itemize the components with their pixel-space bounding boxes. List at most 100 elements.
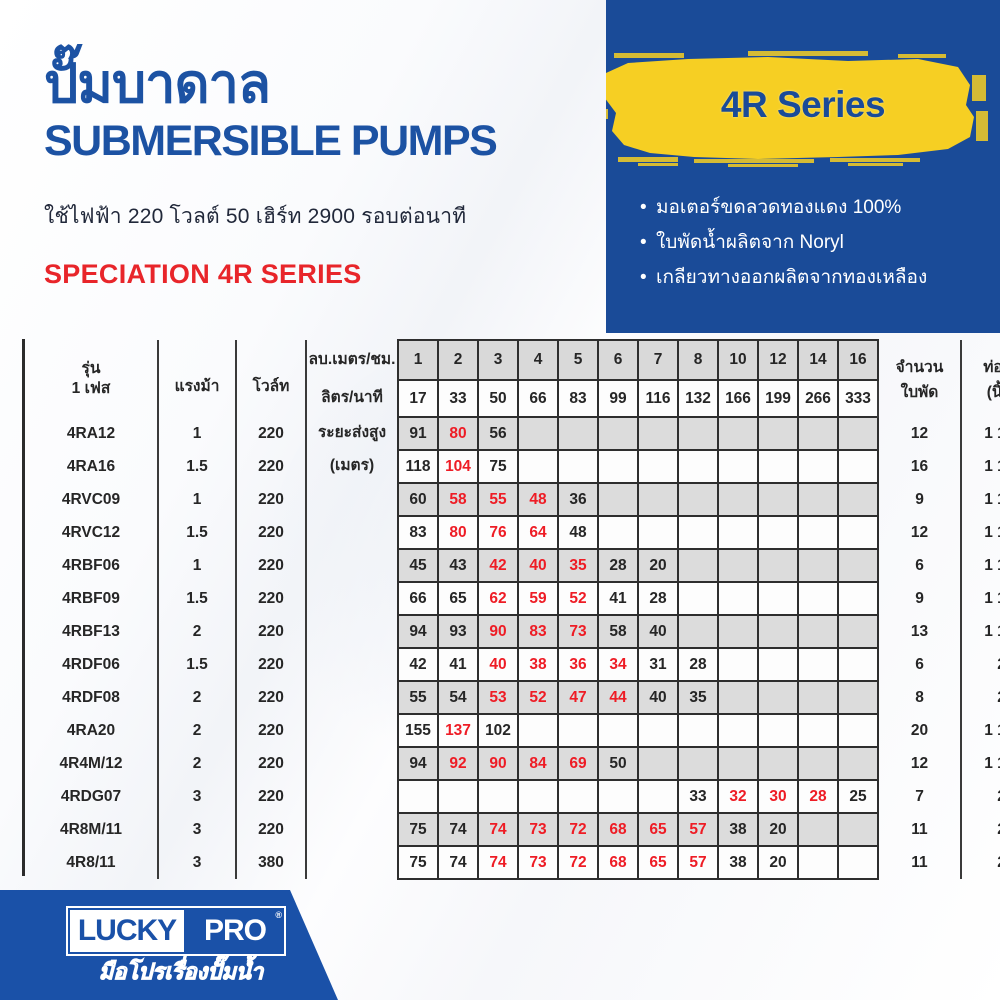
flow-lpm-header: 166 (717, 379, 759, 418)
cell-head-value: 36 (557, 647, 599, 682)
cell-volt: 220 (236, 516, 307, 549)
cell-impellers: 12 (877, 747, 961, 780)
flow-lpm-header: 66 (517, 379, 559, 418)
row-label-cubic-meters-per-hour: ลบ.เมตร/ชม. (308, 350, 396, 368)
cell-head-value: 48 (557, 515, 599, 550)
flow-cbm-header: 12 (757, 339, 799, 381)
cell-head-value (677, 581, 719, 616)
cell-head-value (517, 713, 559, 748)
cell-head-value: 72 (557, 812, 599, 847)
cell-model: 4RA12 (25, 417, 159, 450)
flow-lpm-header: 33 (437, 379, 479, 418)
registered-trademark-icon: ® (275, 910, 282, 920)
cell-outlet: 2 (960, 648, 1000, 681)
cell-head-value (837, 812, 879, 847)
brand-tagline: มือโปรเรื่องปั๊มน้ำ (98, 959, 264, 985)
cell-head-value (717, 647, 759, 682)
cell-head-value: 35 (677, 680, 719, 715)
bullet-dot-icon: • (640, 197, 647, 218)
cell-volt: 220 (236, 450, 307, 483)
cell-impellers: 20 (877, 714, 961, 747)
cell-head-value (597, 515, 639, 550)
flow-lpm-header: 83 (557, 379, 599, 418)
cell-head-value (797, 812, 839, 847)
logo-lucky-text: LUCKY (68, 908, 186, 954)
cell-head-value (797, 614, 839, 649)
cell-head-value (837, 515, 879, 550)
cell-head-value: 43 (437, 548, 479, 583)
flow-lpm-header: 333 (837, 379, 879, 418)
cell-head-value (757, 548, 799, 583)
cell-head-value (837, 713, 879, 748)
cell-head-value: 53 (477, 680, 519, 715)
cell-head-value: 31 (637, 647, 679, 682)
cell-head-value: 76 (477, 515, 519, 550)
cell-head-value: 93 (437, 614, 479, 649)
cell-head-value: 38 (717, 845, 759, 880)
cell-head-value: 62 (477, 581, 519, 616)
cell-head-value (797, 581, 839, 616)
cell-outlet: 2 (960, 846, 1000, 879)
cell-head-value: 80 (437, 416, 479, 451)
cell-head-value (797, 515, 839, 550)
cell-head-value (637, 449, 679, 484)
cell-head-value (837, 449, 879, 484)
cell-head-value: 48 (517, 482, 559, 517)
bullet-dot-icon: • (640, 232, 647, 253)
flow-cbm-header: 5 (557, 339, 599, 381)
cell-head-value (677, 416, 719, 451)
cell-head-value (717, 713, 759, 748)
cell-model: 4RA16 (25, 450, 159, 483)
bullet-text: เกลียวทางออกผลิตจากทองเหลือง (656, 267, 928, 288)
cell-head-value: 55 (397, 680, 439, 715)
cell-head-value (637, 713, 679, 748)
cell-head-value (797, 713, 839, 748)
yellow-brush-stroke (606, 51, 988, 167)
cell-head-value: 55 (477, 482, 519, 517)
cell-head-value: 73 (517, 812, 559, 847)
cell-impellers: 12 (877, 516, 961, 549)
cell-head-value (597, 713, 639, 748)
page-title-english: SUBMERSIBLE PUMPS (44, 116, 498, 165)
cell-model: 4R8/11 (25, 846, 159, 879)
list-item: • ใบพัดน้ำผลิตจาก Noryl (640, 233, 990, 252)
cell-model: 4RDF06 (25, 648, 159, 681)
series-title: 4R Series (720, 84, 886, 125)
flow-lpm-header: 50 (477, 379, 519, 418)
cell-head-value: 90 (477, 614, 519, 649)
flow-cbm-header: 3 (477, 339, 519, 381)
cell-head-value: 33 (677, 779, 719, 814)
cell-head-value: 32 (717, 779, 759, 814)
cell-head-value (717, 581, 759, 616)
cell-model: 4R4M/12 (25, 747, 159, 780)
row-label-spacer (306, 846, 398, 879)
cell-head-value: 28 (597, 548, 639, 583)
cell-impellers: 6 (877, 549, 961, 582)
cell-impellers: 16 (877, 450, 961, 483)
cell-head-value: 74 (477, 845, 519, 880)
cell-head-value (757, 680, 799, 715)
cell-head-value (757, 449, 799, 484)
cell-head-value (677, 746, 719, 781)
cell-head-value: 28 (797, 779, 839, 814)
cell-head-value (797, 548, 839, 583)
cell-model: 4RBF09 (25, 582, 159, 615)
cell-head-value: 40 (637, 614, 679, 649)
cell-outlet: 2 (960, 780, 1000, 813)
cell-head-value: 64 (517, 515, 559, 550)
cell-head-value (797, 416, 839, 451)
cell-head-value (837, 548, 879, 583)
cell-head-value (757, 614, 799, 649)
table-row: 4R8/11338075747473726865573820112 (25, 845, 1000, 880)
flow-cbm-header: 14 (797, 339, 839, 381)
speciation-heading: SPECIATION 4R SERIES (44, 258, 362, 289)
table-header-row-2: ลิตร/นาที 17 33 50 66 83 99 116 132 166 199 266 333 (25, 379, 1000, 418)
cell-head-value (757, 482, 799, 517)
cell-head-value: 25 (837, 779, 879, 814)
cell-impellers: 7 (877, 780, 961, 813)
cell-impellers: 11 (877, 846, 961, 879)
table-row: 4RDF082220555453524744403582 (25, 680, 1000, 715)
cell-head-value: 20 (757, 845, 799, 880)
